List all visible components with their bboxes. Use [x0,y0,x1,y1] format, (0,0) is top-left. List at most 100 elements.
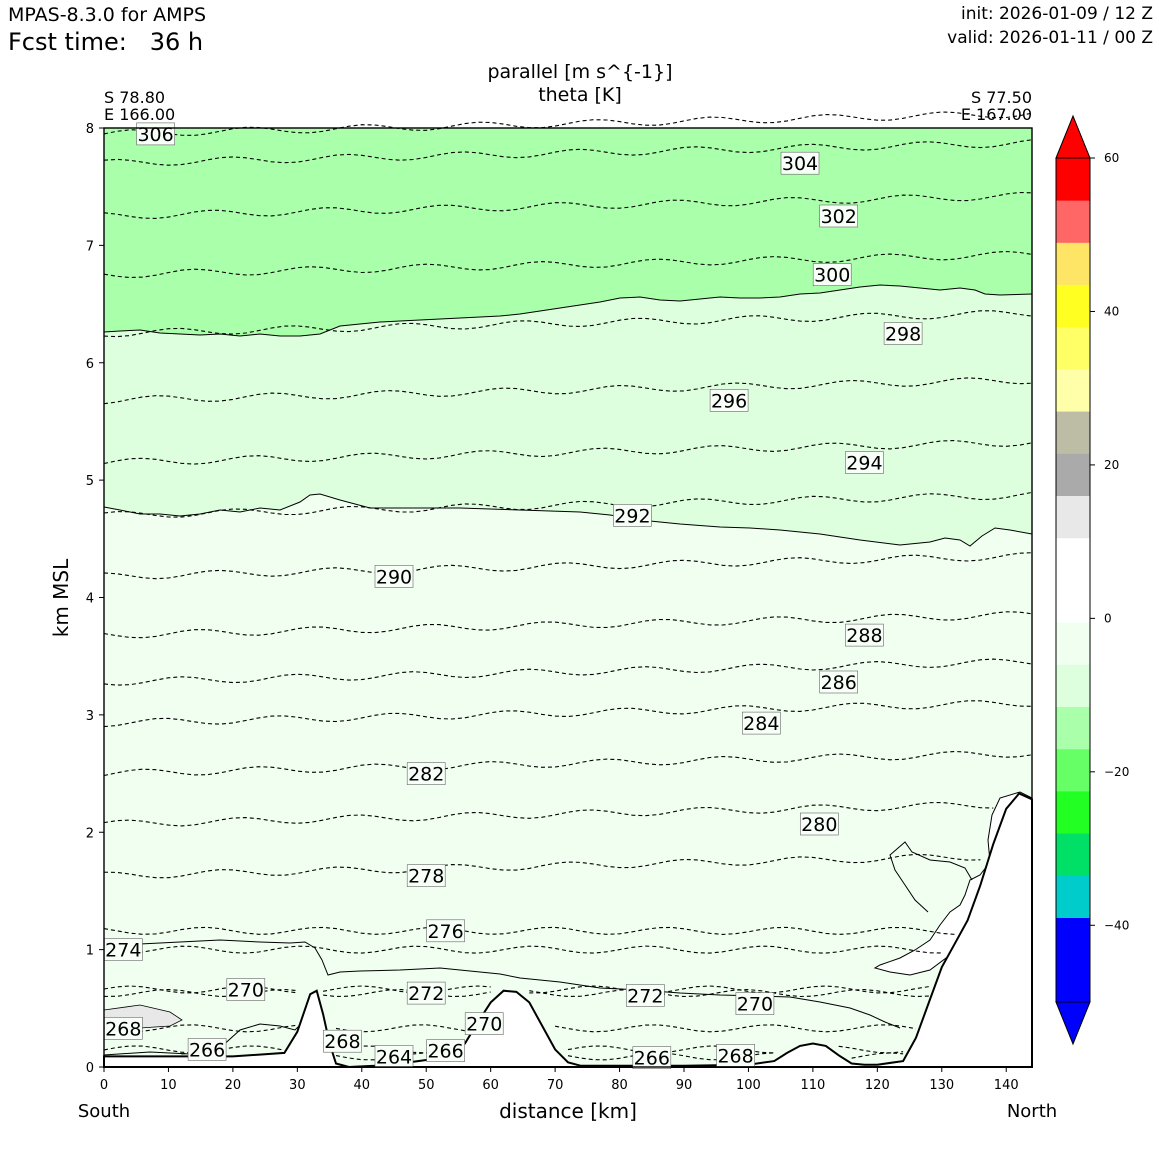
x-axis: 0 10 20 30 40 50 60 70 80 90 100 110 120 130 140 [100,1067,1019,1093]
theta-label-text: 282 [408,764,444,786]
theta-label-text: 270 [737,994,773,1016]
colorbar-bin [1056,158,1090,201]
theta-label: 268 [716,1044,755,1067]
theta-label-text: 284 [743,713,779,735]
theta-contour-278 [103,853,981,879]
plot-area: 306 304 302 300 298 296 294 292 290 288 286 284 282 2… [103,111,1033,1070]
theta-label-text: 276 [427,921,463,943]
chart-title-line1: parallel [m s^{-1}] [487,61,672,83]
x-tick-label: 120 [865,1078,890,1093]
theta-label: 304 [780,151,820,175]
y-tick-label: 8 [86,122,94,137]
theta-label-text: 304 [782,153,818,175]
colorbar-tick-label: −20 [1104,765,1129,779]
colorbar-bin [1056,706,1090,750]
colorbar-bin [1056,580,1090,623]
white-patch-east [875,792,1032,975]
theta-contour-272 [103,988,929,998]
theta-label-text: 266 [634,1048,670,1070]
theta-label: 292 [613,503,652,527]
theta-contour-270 [103,985,929,994]
theta-label: 306 [136,122,175,146]
theta-label-text: 264 [376,1046,412,1068]
left-endpoint-lon: E 166.00 [104,105,175,124]
wind-contour-lower [103,939,901,1029]
theta-label-text: 294 [846,453,882,475]
theta-label-text: 298 [885,323,921,345]
theta-contour-288 [103,611,1033,639]
x-tick-label: 20 [225,1078,242,1093]
colorbar-bin [1056,833,1090,876]
right-endpoint-lon: E 167.00 [961,105,1032,124]
wind-contour-upper [103,284,1033,337]
theta-label-text: 280 [801,814,837,836]
theta-contour-294 [103,440,1033,465]
colorbar-tick-label: 60 [1104,151,1119,165]
theta-label-text: 300 [814,265,850,287]
theta-label-text: 266 [427,1041,463,1063]
colorbar-bin [1056,748,1090,792]
x-tick-label: 90 [676,1078,693,1093]
x-tick-label: 40 [354,1078,371,1093]
theta-label-text: 268 [324,1031,360,1053]
x-tick-label: 10 [160,1078,177,1093]
theta-label-text: 274 [105,940,141,962]
theta-label: 264 [374,1045,414,1068]
wind-contour-middle [103,493,1033,547]
colorbar-bin [1056,537,1090,581]
right-endpoint-lat: S 77.50 [971,88,1032,107]
y-axis-label: km MSL [49,558,73,637]
theta-contour-274 [103,945,942,954]
theta-label: 300 [812,263,852,287]
theta-label-text: 278 [408,866,444,888]
theta-label: 266 [426,1039,465,1063]
shade-minus15-minus10 [104,128,1032,336]
model-title: MPAS-8.3.0 for AMPS [8,4,207,26]
theta-label-text: 286 [821,672,857,694]
theta-label-text: 268 [105,1018,141,1040]
theta-label-text: 270 [228,980,264,1002]
theta-contour-280 [103,801,994,827]
colorbar-tick-label: 0 [1104,611,1112,625]
colorbar-bin [1056,959,1090,1003]
colorbar-bin [1056,200,1090,243]
y-tick-label: 0 [86,1061,94,1076]
x-tick-label: 0 [100,1078,108,1093]
theta-label: 288 [845,623,884,647]
left-endpoint-lat: S 78.80 [104,88,165,107]
y-tick-label: 2 [86,826,94,841]
theta-label-text: 306 [137,124,173,146]
theta-label: 266 [187,1038,227,1061]
fcst-value: 36 h [149,28,204,56]
y-axis: 0 1 2 3 4 5 6 7 8 [86,122,104,1076]
theta-label: 286 [819,670,859,694]
colorbar-tick-label: −40 [1104,918,1129,932]
theta-contour-286 [103,658,1033,686]
colorbar-extend-low [1055,1001,1091,1046]
x-tick-label: 80 [611,1078,628,1093]
theta-contour-304 [103,139,1033,166]
theta-contour-290 [103,552,1033,580]
theta-contour-labels: 306 304 302 300 298 296 294 292 290 288 286 284 282 2… [104,122,923,1070]
chart-title-line2: theta [K] [538,84,622,106]
theta-label-text: 296 [711,390,747,412]
colorbar-bin [1056,284,1090,328]
theta-label: 298 [883,322,923,345]
theta-contour-296 [103,377,1033,405]
colorbar-tick-label: 40 [1104,304,1119,318]
fcst-label: Fcst time: [8,28,127,56]
theta-label: 268 [323,1029,362,1053]
y-tick-label: 1 [86,944,94,959]
colorbar-bin [1056,917,1090,961]
colorbar-tick-label: 20 [1104,458,1119,472]
valid-time: valid: 2026-01-11 / 00 Z [947,28,1153,48]
y-tick-label: 3 [86,709,94,724]
colorbar: 60 40 20 0 −20 −40 [1055,114,1129,1046]
colorbar-frame [1055,157,1091,1003]
theta-label: 296 [709,388,749,412]
colorbar-bin [1056,791,1090,834]
wind-contour-south [103,1019,306,1056]
x-tick-label: 50 [418,1078,435,1093]
x-tick-label: 100 [736,1078,761,1093]
colorbar-bin [1056,326,1090,370]
